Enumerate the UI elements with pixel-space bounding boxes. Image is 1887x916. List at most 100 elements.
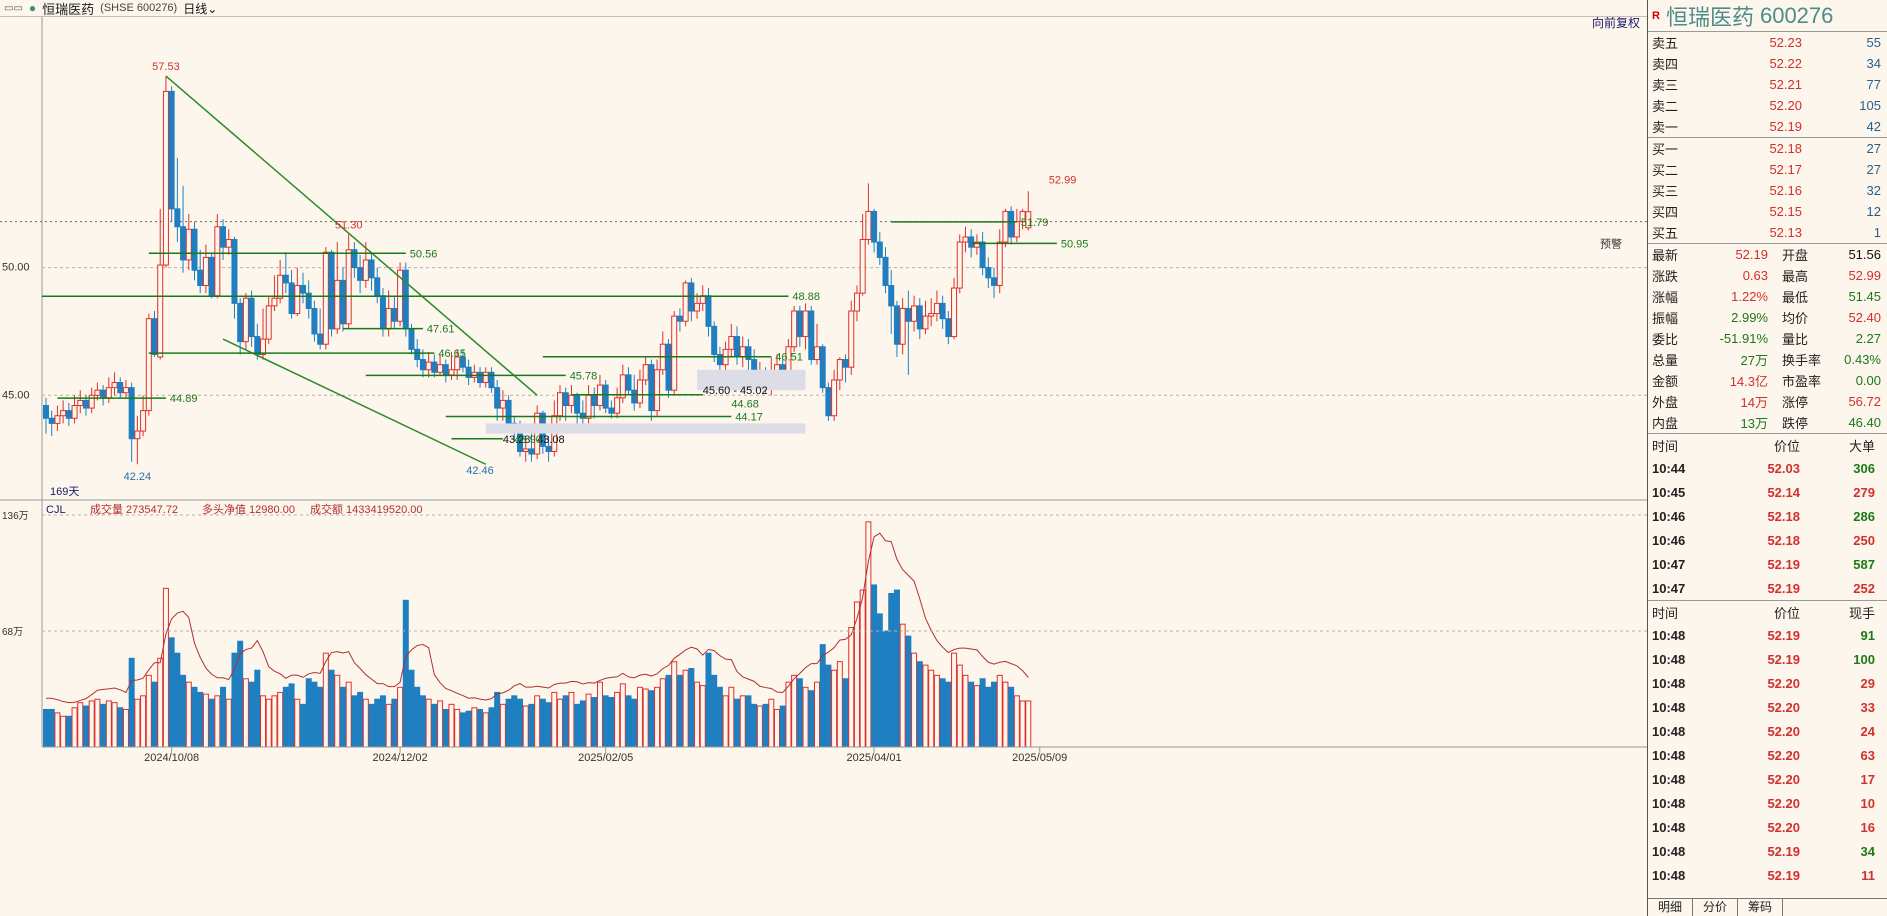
candle-body[interactable] — [671, 315, 678, 391]
candle-body[interactable] — [214, 226, 221, 297]
candle-body[interactable] — [391, 307, 398, 322]
candle-body[interactable] — [482, 371, 489, 384]
candle-body[interactable] — [813, 346, 820, 361]
candle-body[interactable] — [94, 389, 101, 396]
candle-body[interactable] — [408, 328, 415, 350]
candle-body[interactable] — [848, 310, 855, 368]
candle-body[interactable] — [545, 445, 552, 452]
candle-body[interactable] — [973, 241, 980, 248]
candle-body[interactable] — [871, 210, 878, 243]
candle-body[interactable] — [442, 364, 449, 376]
candle-body[interactable] — [351, 249, 358, 269]
candle-body[interactable] — [1025, 211, 1032, 229]
bids-row[interactable]: 买三 52.16 32 — [1648, 180, 1887, 201]
candle-body[interactable] — [1002, 210, 1009, 243]
ticks-row[interactable]: 10:48 52.20 29 — [1648, 671, 1887, 695]
candle-body[interactable] — [648, 364, 655, 412]
candle-body[interactable] — [385, 307, 392, 330]
candle-body[interactable] — [162, 90, 169, 266]
candle-body[interactable] — [556, 392, 563, 417]
candle-body[interactable] — [562, 392, 569, 407]
candle-body[interactable] — [202, 256, 209, 286]
candle-body[interactable] — [374, 277, 381, 297]
candle-body[interactable] — [905, 307, 912, 322]
candle-body[interactable] — [716, 353, 723, 366]
candle-body[interactable] — [791, 310, 798, 348]
bids-row[interactable]: 买一 52.18 27 — [1648, 138, 1887, 159]
asks-row[interactable]: 卖一 52.19 42 — [1648, 116, 1887, 137]
candle-body[interactable] — [711, 325, 718, 355]
candle-body[interactable] — [248, 297, 255, 338]
candle-body[interactable] — [185, 228, 192, 261]
candle-body[interactable] — [419, 359, 426, 371]
candle-body[interactable] — [174, 208, 181, 228]
candle-body[interactable] — [368, 259, 375, 279]
ticks-row[interactable]: 10:48 52.20 63 — [1648, 743, 1887, 767]
bids-row[interactable]: 买五 52.13 1 — [1648, 222, 1887, 243]
candle-body[interactable] — [111, 382, 118, 389]
candle-body[interactable] — [979, 241, 986, 269]
candle-body[interactable] — [100, 389, 107, 399]
big_orders-row[interactable]: 10:44 52.03 306 — [1648, 456, 1887, 480]
window-controls-icon[interactable]: ▭▭ — [4, 2, 23, 14]
candle-body[interactable] — [105, 387, 112, 399]
candle-body[interactable] — [956, 241, 963, 289]
candle-body[interactable] — [277, 274, 284, 299]
candle-body[interactable] — [231, 239, 238, 304]
candle-body[interactable] — [260, 338, 267, 355]
candle-body[interactable] — [459, 356, 466, 368]
ticks-row[interactable]: 10:48 52.20 10 — [1648, 791, 1887, 815]
candle-body[interactable] — [991, 277, 998, 286]
asks-row[interactable]: 卖二 52.20 105 — [1648, 95, 1887, 116]
big_orders-row[interactable]: 10:47 52.19 587 — [1648, 552, 1887, 576]
candle-body[interactable] — [899, 307, 906, 345]
candle-body[interactable] — [43, 405, 49, 419]
candle-body[interactable] — [734, 336, 741, 358]
candle-body[interactable] — [745, 346, 752, 361]
candle-body[interactable] — [642, 364, 649, 381]
candle-body[interactable] — [614, 397, 621, 414]
candle-body[interactable] — [859, 239, 866, 294]
ticks-row[interactable]: 10:48 52.20 17 — [1648, 767, 1887, 791]
candle-body[interactable] — [636, 379, 643, 404]
candle-body[interactable] — [951, 287, 958, 338]
candle-body[interactable] — [876, 241, 883, 258]
candle-body[interactable] — [180, 226, 187, 261]
candle-body[interactable] — [574, 394, 581, 414]
tab-detail[interactable]: 明细 — [1648, 899, 1694, 916]
candle-body[interactable] — [328, 251, 335, 330]
candle-body[interactable] — [271, 297, 278, 307]
candle-body[interactable] — [968, 236, 975, 248]
candle-body[interactable] — [54, 415, 61, 424]
candle-body[interactable] — [808, 310, 815, 361]
candle-body[interactable] — [311, 307, 318, 335]
candle-body[interactable] — [625, 374, 632, 391]
candle-body[interactable] — [888, 284, 895, 307]
ticks-row[interactable]: 10:48 52.19 11 — [1648, 863, 1887, 887]
candle-body[interactable] — [465, 366, 472, 378]
candle-body[interactable] — [694, 302, 701, 312]
candle-body[interactable] — [402, 269, 409, 330]
candle-body[interactable] — [591, 394, 598, 407]
candle-body[interactable] — [534, 412, 541, 455]
candle-body[interactable] — [945, 318, 952, 338]
candle-body[interactable] — [739, 346, 746, 358]
candle-body[interactable] — [1013, 221, 1020, 238]
candle-body[interactable] — [893, 305, 900, 345]
candle-body[interactable] — [357, 267, 364, 281]
candle-body[interactable] — [254, 336, 261, 355]
candle-body[interactable] — [339, 279, 346, 325]
big-order-list[interactable]: 10:44 52.03 306 10:45 52.14 279 10:46 52.18 286 1… — [1648, 456, 1887, 600]
candle-body[interactable] — [608, 407, 615, 414]
candle-body[interactable] — [922, 315, 929, 330]
candle-body[interactable] — [522, 448, 529, 452]
kline-chart[interactable]: 50.00 45.00 50.56 48.88 47.61 46.65 45.78 46.51… — [0, 15, 1647, 899]
candle-body[interactable] — [505, 399, 512, 424]
ticks-row[interactable]: 10:48 52.19 34 — [1648, 839, 1887, 863]
candle-body[interactable] — [631, 389, 638, 404]
candle-body[interactable] — [1019, 210, 1026, 223]
candle-body[interactable] — [494, 387, 501, 409]
candle-body[interactable] — [65, 410, 72, 419]
candle-body[interactable] — [705, 295, 712, 327]
candle-body[interactable] — [71, 405, 78, 419]
